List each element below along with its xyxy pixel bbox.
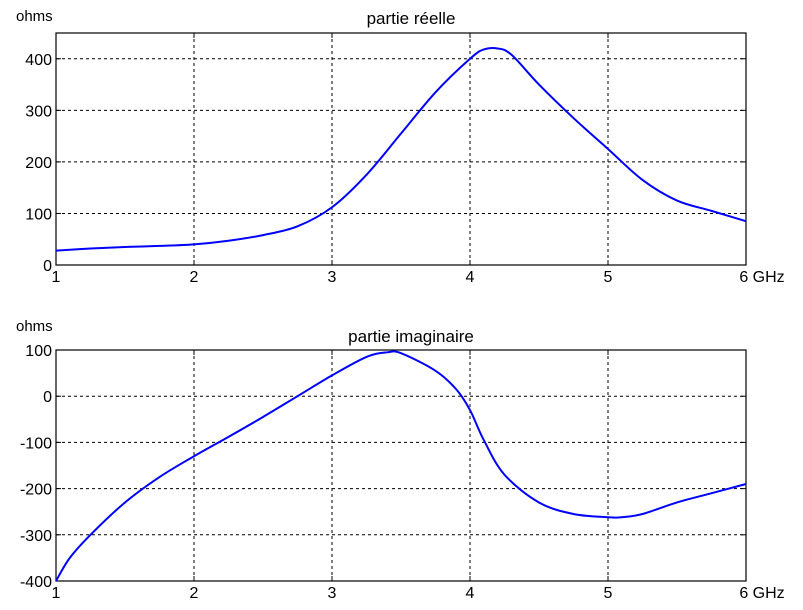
y-tick-label-0: 0: [43, 258, 52, 275]
x-tick-label-3: 4: [466, 269, 475, 286]
chart-panel-2: 1 2 3 4 5 6 GHz -400 -300 -200 -100 0 100 ohms partie…: [16, 318, 785, 602]
y-tick-label-4: 400: [25, 52, 52, 69]
series-line-1: [55, 350, 747, 582]
x-tick-label-4: 5: [604, 585, 613, 602]
x-tick-label-1: 2: [190, 269, 199, 286]
x-tick-label-3: 4: [466, 585, 475, 602]
chart-panel-1: 1 2 3 4 5 6 GHz 0 100 200 300 400 ohms partie réelle: [16, 8, 785, 286]
x-tick-label-2: 3: [328, 585, 337, 602]
y-tick-label-0: -400: [20, 574, 52, 591]
y-tick-label-4: 0: [43, 389, 52, 406]
y-tick-label-2: -200: [20, 482, 52, 499]
y-tick-label-5: 100: [25, 343, 52, 360]
x-tick-label-5: 6 GHz: [739, 585, 784, 602]
y-unit-label: ohms: [16, 318, 53, 335]
x-tick-label-4: 5: [604, 269, 613, 286]
plot-frame: [55, 349, 747, 582]
x-tick-label-5: 6 GHz: [739, 269, 784, 286]
y-tick-label-1: 100: [25, 206, 52, 223]
series-line-1: [55, 46, 747, 252]
y-tick-label-3: -100: [20, 435, 52, 452]
chart-title: partie réelle: [367, 9, 456, 28]
x-tick-label-0: 1: [52, 585, 61, 602]
y-tick-label-1: -300: [20, 528, 52, 545]
plot-frame: [55, 32, 747, 266]
chart-title: partie imaginaire: [348, 327, 474, 346]
x-tick-label-2: 3: [328, 269, 337, 286]
x-tick-label-0: 1: [52, 269, 61, 286]
y-tick-label-3: 300: [25, 103, 52, 120]
x-tick-label-1: 2: [190, 585, 199, 602]
y-tick-label-2: 200: [25, 155, 52, 172]
y-unit-label: ohms: [16, 8, 53, 25]
